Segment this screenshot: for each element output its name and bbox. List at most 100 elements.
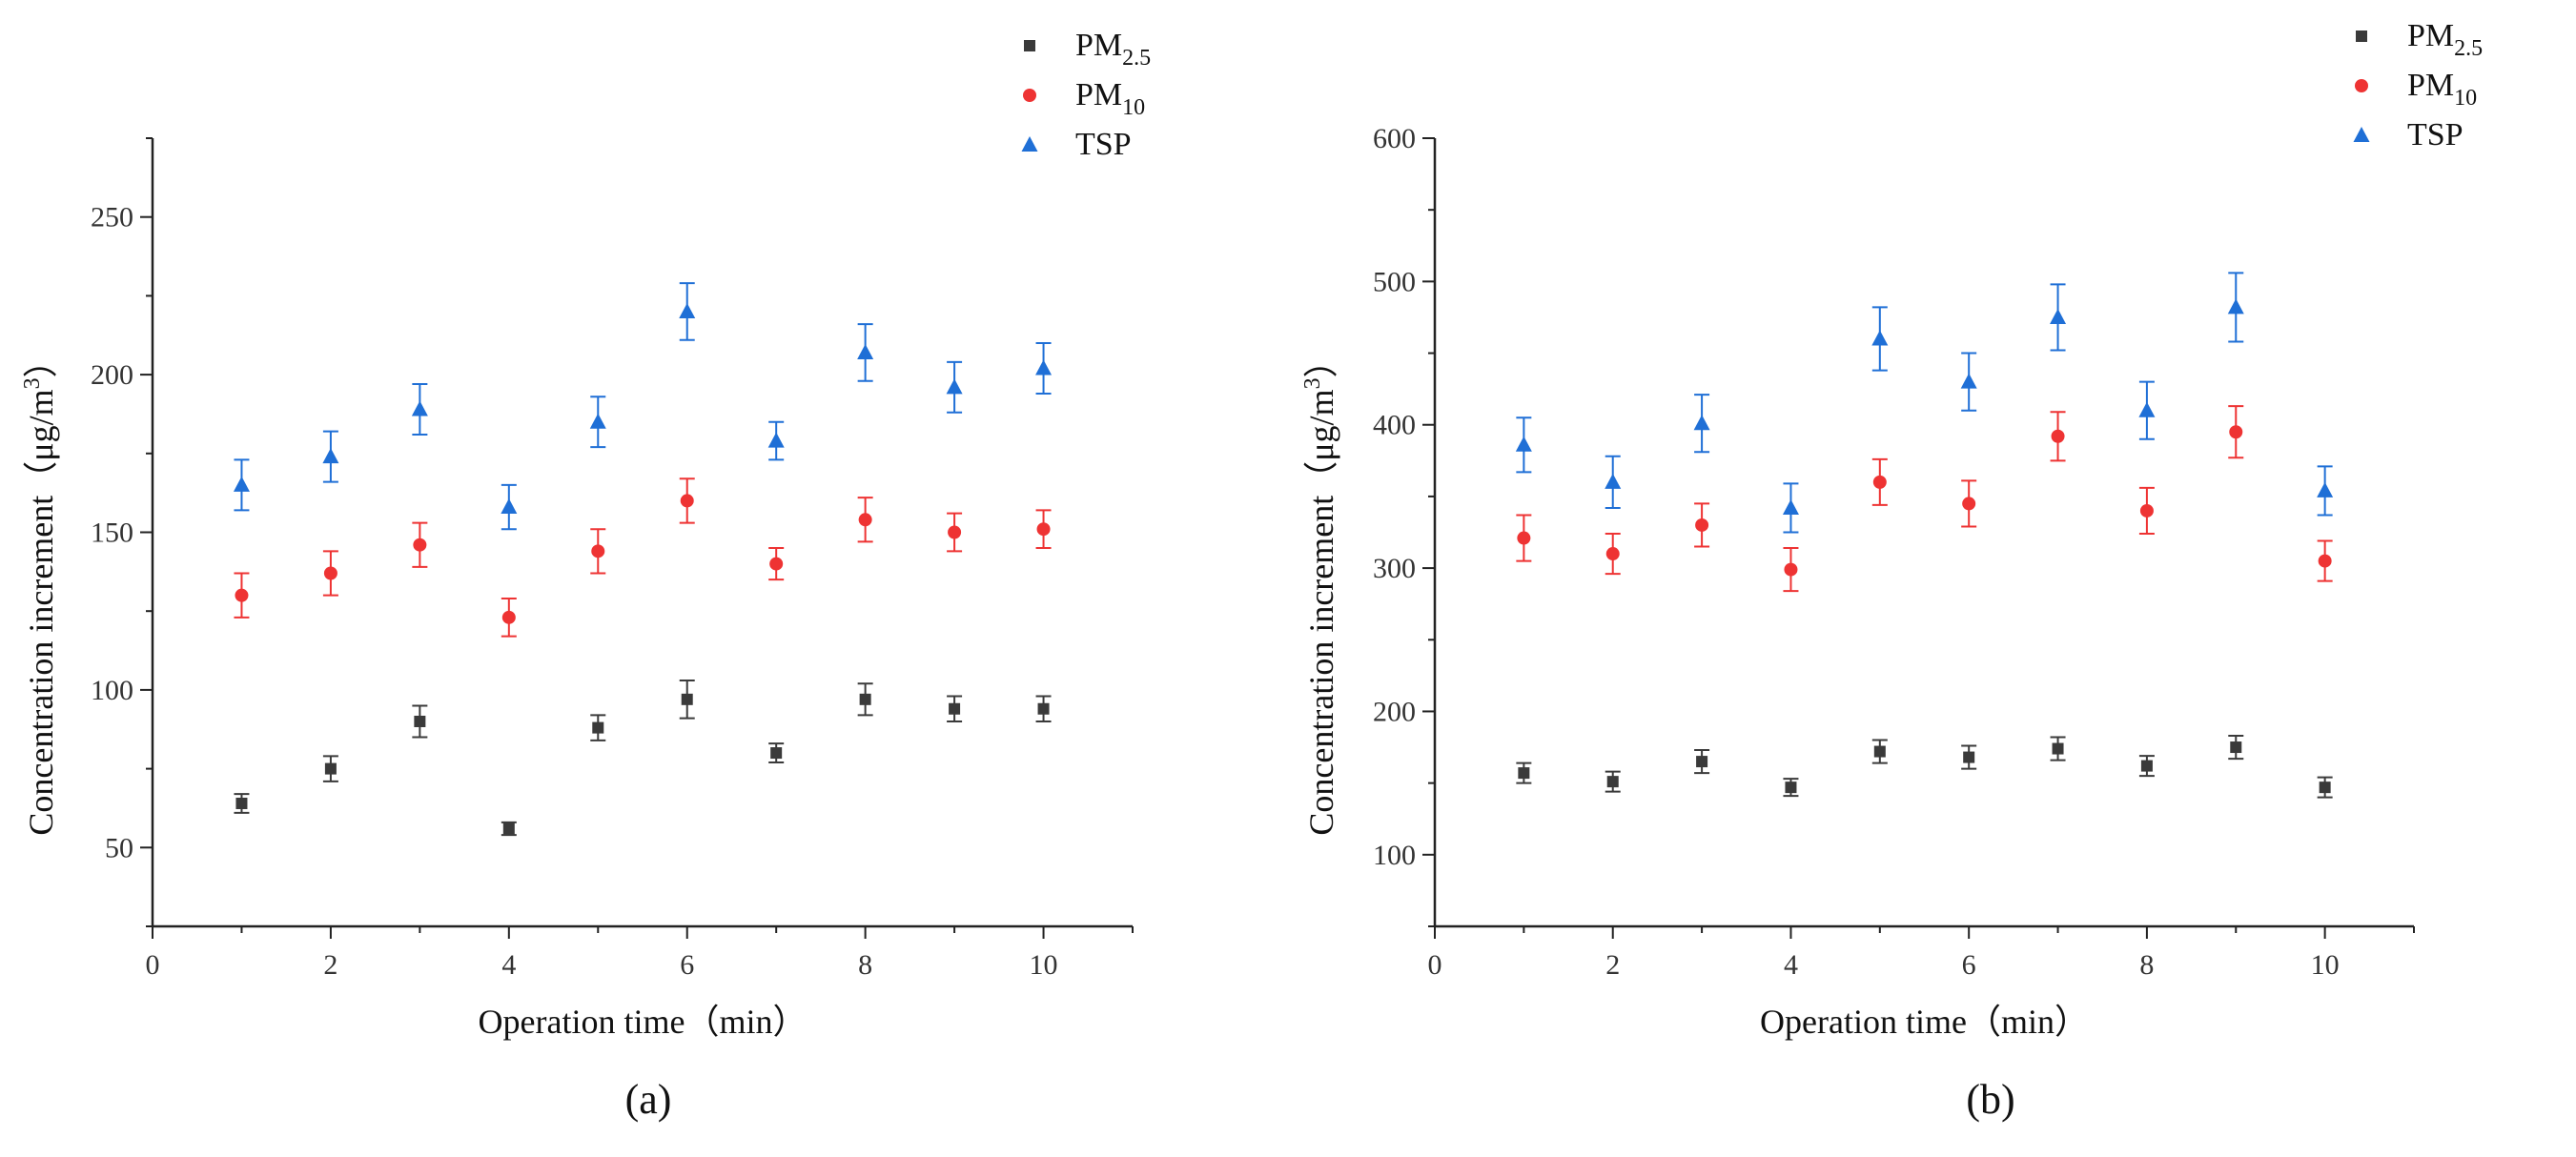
data-point	[2052, 742, 2064, 755]
data-point	[1605, 547, 1620, 561]
data-point	[680, 494, 694, 508]
data-point	[233, 476, 250, 492]
series-tsp	[233, 282, 1053, 531]
data-point	[679, 302, 696, 318]
data-point	[324, 762, 337, 775]
data-point	[1785, 781, 1797, 794]
x-tick-label: 2	[323, 949, 337, 981]
data-point	[589, 413, 606, 429]
legend-label: PM10	[1075, 77, 1145, 120]
data-point	[322, 448, 339, 464]
y-axis-label-main: Concentration increment（μg/m	[22, 389, 60, 835]
data-point	[411, 400, 428, 416]
y-tick-label: 400	[1373, 410, 1416, 441]
legend-label: TSP	[1075, 127, 1132, 162]
y-axis-label-close: ）	[22, 343, 60, 377]
data-point	[1515, 436, 1532, 452]
y-tick-label: 100	[1373, 840, 1416, 871]
legend-label-main: TSP	[2407, 117, 2464, 152]
y-axis-label-superscript: 3	[1300, 377, 1325, 389]
legend-marker	[2355, 79, 2368, 92]
y-axis-label-close: ）	[1302, 343, 1340, 377]
data-point	[235, 797, 248, 809]
x-tick-label: 4	[1784, 949, 1798, 981]
x-tick-label: 10	[1030, 949, 1058, 981]
data-point	[1784, 562, 1798, 577]
series-pm25	[234, 679, 1052, 837]
y-tick-label: 200	[1373, 696, 1416, 727]
x-tick-label: 2	[1605, 949, 1620, 981]
data-point	[413, 538, 427, 552]
data-point	[946, 378, 963, 395]
y-axis-label: Concentration increment（μg/m3）	[1300, 343, 1340, 835]
data-point	[948, 525, 962, 539]
y-tick-label: 50	[105, 832, 133, 863]
x-tick-label: 10	[2311, 949, 2340, 981]
data-point	[1962, 497, 1976, 511]
data-point	[2318, 554, 2332, 568]
data-point	[1036, 522, 1051, 537]
legend-label-main: TSP	[1075, 127, 1132, 162]
data-point	[2139, 503, 2154, 518]
y-tick-label: 600	[1373, 123, 1416, 154]
data-point	[1518, 767, 1530, 780]
legend-label: PM10	[2407, 68, 2477, 111]
legend-marker	[1023, 89, 1036, 102]
data-point	[2138, 401, 2156, 417]
data-point	[1605, 473, 1622, 489]
data-point	[591, 544, 605, 558]
x-tick-label: 6	[1962, 949, 1976, 981]
data-point	[1035, 359, 1053, 376]
y-tick-label: 100	[91, 675, 133, 706]
legend-label-subscript: 2.5	[1122, 46, 1151, 71]
legend: PM2.5 PM10 TSP	[1021, 28, 1151, 162]
y-axis-label: Concentration increment（μg/m3）	[20, 343, 60, 835]
data-point	[592, 721, 604, 734]
x-axis-label: Operation time（min）	[479, 1003, 808, 1041]
panel-a: 0 2 4 6 8 10 50 100 150 200 250 Operation time（min）…	[20, 28, 1151, 1123]
data-point	[1871, 330, 1889, 346]
data-point	[323, 566, 337, 580]
legend-marker	[2353, 127, 2370, 142]
x-tick-label: 0	[146, 949, 160, 981]
data-point	[502, 822, 515, 835]
series-pm10	[1516, 405, 2333, 593]
data-point	[681, 693, 693, 705]
data-point	[235, 588, 249, 602]
data-point	[769, 557, 784, 571]
data-point	[2051, 429, 2065, 443]
data-point	[2227, 298, 2244, 315]
data-point	[858, 513, 872, 527]
x-tick-label: 8	[2139, 949, 2154, 981]
panel-label: (a)	[625, 1076, 672, 1123]
series-tsp	[1515, 272, 2334, 534]
data-point	[1696, 756, 1708, 768]
data-point	[1873, 745, 1886, 758]
data-point	[2319, 781, 2331, 794]
data-point	[1517, 531, 1531, 545]
data-point	[1960, 373, 1977, 389]
data-point	[414, 715, 426, 727]
data-point	[1693, 415, 1710, 431]
y-tick-label: 200	[91, 359, 133, 391]
x-tick-label: 4	[501, 949, 516, 981]
panel-label: (b)	[1966, 1076, 2014, 1123]
legend-label-main: PM	[2407, 18, 2454, 53]
data-point	[501, 610, 516, 624]
series-pm10	[234, 477, 1052, 638]
data-point	[2140, 760, 2153, 772]
legend-label-subscript: 10	[2454, 86, 2477, 111]
legend-label-main: PM	[1075, 28, 1122, 63]
data-point	[1963, 751, 1975, 763]
y-tick-label: 150	[91, 518, 133, 549]
data-point	[859, 693, 871, 705]
series-pm25	[1516, 735, 2333, 799]
legend-marker	[1024, 40, 1035, 51]
data-point	[1606, 776, 1619, 788]
data-point	[2050, 308, 2067, 324]
legend-label-main: PM	[1075, 77, 1122, 112]
panel-b: 0 2 4 6 8 10 100 200 300 400 500 600 Operation time（…	[1300, 18, 2483, 1123]
data-point	[767, 432, 785, 448]
